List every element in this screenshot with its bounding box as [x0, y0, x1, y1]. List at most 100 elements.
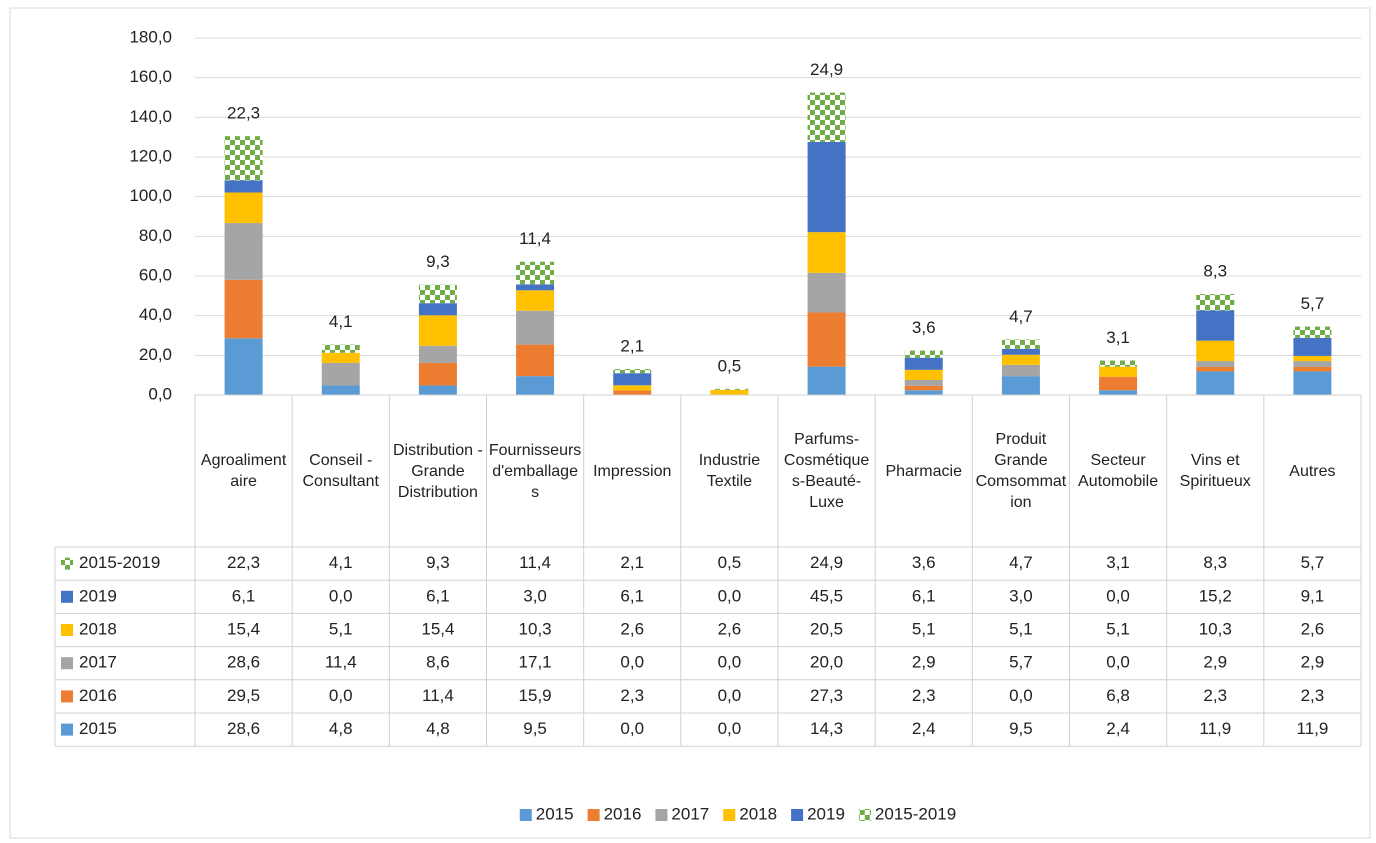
table-value: 0,0: [620, 653, 644, 672]
category-label: Distribution - Grande Distribution: [393, 441, 483, 501]
table-value: 4,8: [329, 719, 353, 738]
table-value: 6,1: [620, 586, 644, 605]
row-label: 2019: [79, 586, 117, 605]
table-value: 45,5: [810, 586, 843, 605]
table-value: 6,1: [912, 586, 936, 605]
bar-segment: [1001, 339, 1040, 349]
bar-segment: [613, 373, 652, 386]
bar-segment: [224, 136, 263, 181]
bar-segment: [321, 352, 360, 363]
table-value: 5,7: [1009, 653, 1033, 672]
bar-segment: [516, 284, 555, 291]
table-value: 2,3: [912, 686, 936, 705]
table-value: 2,9: [1203, 653, 1227, 672]
table-value: 0,0: [1106, 586, 1130, 605]
table-value: 9,5: [523, 719, 547, 738]
legend-key: [61, 624, 73, 636]
bar-segment: [1099, 366, 1138, 377]
bar-segment: [1196, 371, 1235, 395]
bar-segment: [613, 385, 652, 391]
table-value: 15,4: [421, 619, 454, 638]
category-cell: Secteur Automobile: [1078, 452, 1159, 490]
bar-segment: [516, 290, 555, 311]
legend-key: [655, 809, 668, 821]
bar-segment: [418, 385, 457, 395]
bar-segment: [516, 376, 555, 395]
data-label: 4,7: [1009, 307, 1033, 326]
bar-segment: [1196, 310, 1235, 341]
bar-segment: [516, 261, 555, 285]
bar-segment: [807, 232, 846, 273]
legend-label: 2015-2019: [875, 804, 956, 823]
table-value: 4,7: [1009, 553, 1033, 572]
data-label: 11,4: [519, 229, 551, 248]
table-value: 0,0: [718, 653, 742, 672]
bar-segment: [1293, 326, 1332, 338]
table-value: 9,5: [1009, 719, 1033, 738]
bar-segment: [516, 310, 555, 345]
category-label: Secteur Automobile: [1078, 452, 1159, 490]
y-tick-label: 40,0: [139, 305, 172, 324]
table-value: 20,0: [810, 653, 843, 672]
bar-segment: [1196, 340, 1235, 362]
bar-segment: [1099, 390, 1138, 395]
category-label: Autres: [1289, 462, 1336, 480]
chart-frame: [9, 7, 1371, 839]
table-value: 6,8: [1106, 686, 1130, 705]
bar-segment: [1196, 361, 1235, 367]
data-label: 3,1: [1106, 328, 1130, 347]
table-value: 14,3: [810, 719, 843, 738]
table-value: 2,3: [620, 686, 644, 705]
row-label: 2017: [79, 653, 117, 672]
table-value: 0,0: [718, 719, 742, 738]
row-label: 2018: [79, 619, 117, 638]
category-label: Pharmacie: [885, 462, 962, 480]
y-tick-label: 100,0: [129, 186, 172, 205]
bar-segment: [613, 369, 652, 374]
table-value: 15,2: [1199, 586, 1232, 605]
category-cell: Agroalimentaire: [201, 452, 286, 490]
table-value: 29,5: [227, 686, 260, 705]
legend-key: [61, 690, 73, 703]
table-value: 8,3: [1203, 553, 1227, 572]
bar-segment: [807, 312, 846, 367]
table-value: 22,3: [227, 553, 260, 572]
legend-key: [61, 590, 73, 603]
bar-segment: [1293, 355, 1332, 362]
table-value: 0,0: [620, 719, 644, 738]
data-label: 3,6: [912, 318, 936, 337]
legend-label: 2015: [536, 804, 574, 823]
legend-label: 2016: [604, 804, 642, 823]
table-value: 0,0: [718, 686, 742, 705]
table-value: 2,1: [620, 553, 644, 572]
table-value: 2,6: [1301, 619, 1325, 638]
y-tick-label: 140,0: [129, 107, 172, 126]
table-value: 0,0: [329, 586, 353, 605]
category-label: Industrie Textile: [698, 452, 761, 490]
bar-segment: [904, 369, 943, 380]
legend-key: [587, 809, 600, 821]
row-label: 2015-2019: [79, 553, 160, 572]
table-value: 0,0: [718, 586, 742, 605]
table-value: 6,1: [232, 586, 256, 605]
bar-segment: [224, 192, 263, 224]
category-cell: Industrie Textile: [698, 452, 761, 490]
bar-segment: [807, 272, 846, 313]
table-value: 27,3: [810, 686, 843, 705]
table-value: 2,9: [912, 653, 936, 672]
table-value: 2,4: [1106, 719, 1130, 738]
table-value: 6,1: [426, 586, 450, 605]
bar-segment: [321, 362, 360, 386]
bar-segment: [1001, 376, 1040, 395]
y-tick-label: 0,0: [148, 384, 172, 403]
table-value: 5,1: [1009, 619, 1033, 638]
bar-segment: [710, 389, 749, 395]
data-label: 24,9: [810, 60, 843, 79]
bar-segment: [904, 385, 943, 391]
legend-key: [791, 809, 804, 821]
bar-segment: [807, 92, 846, 142]
table-value: 20,5: [810, 619, 843, 638]
table-value: 11,4: [519, 553, 551, 572]
y-tick-label: 120,0: [129, 146, 172, 165]
